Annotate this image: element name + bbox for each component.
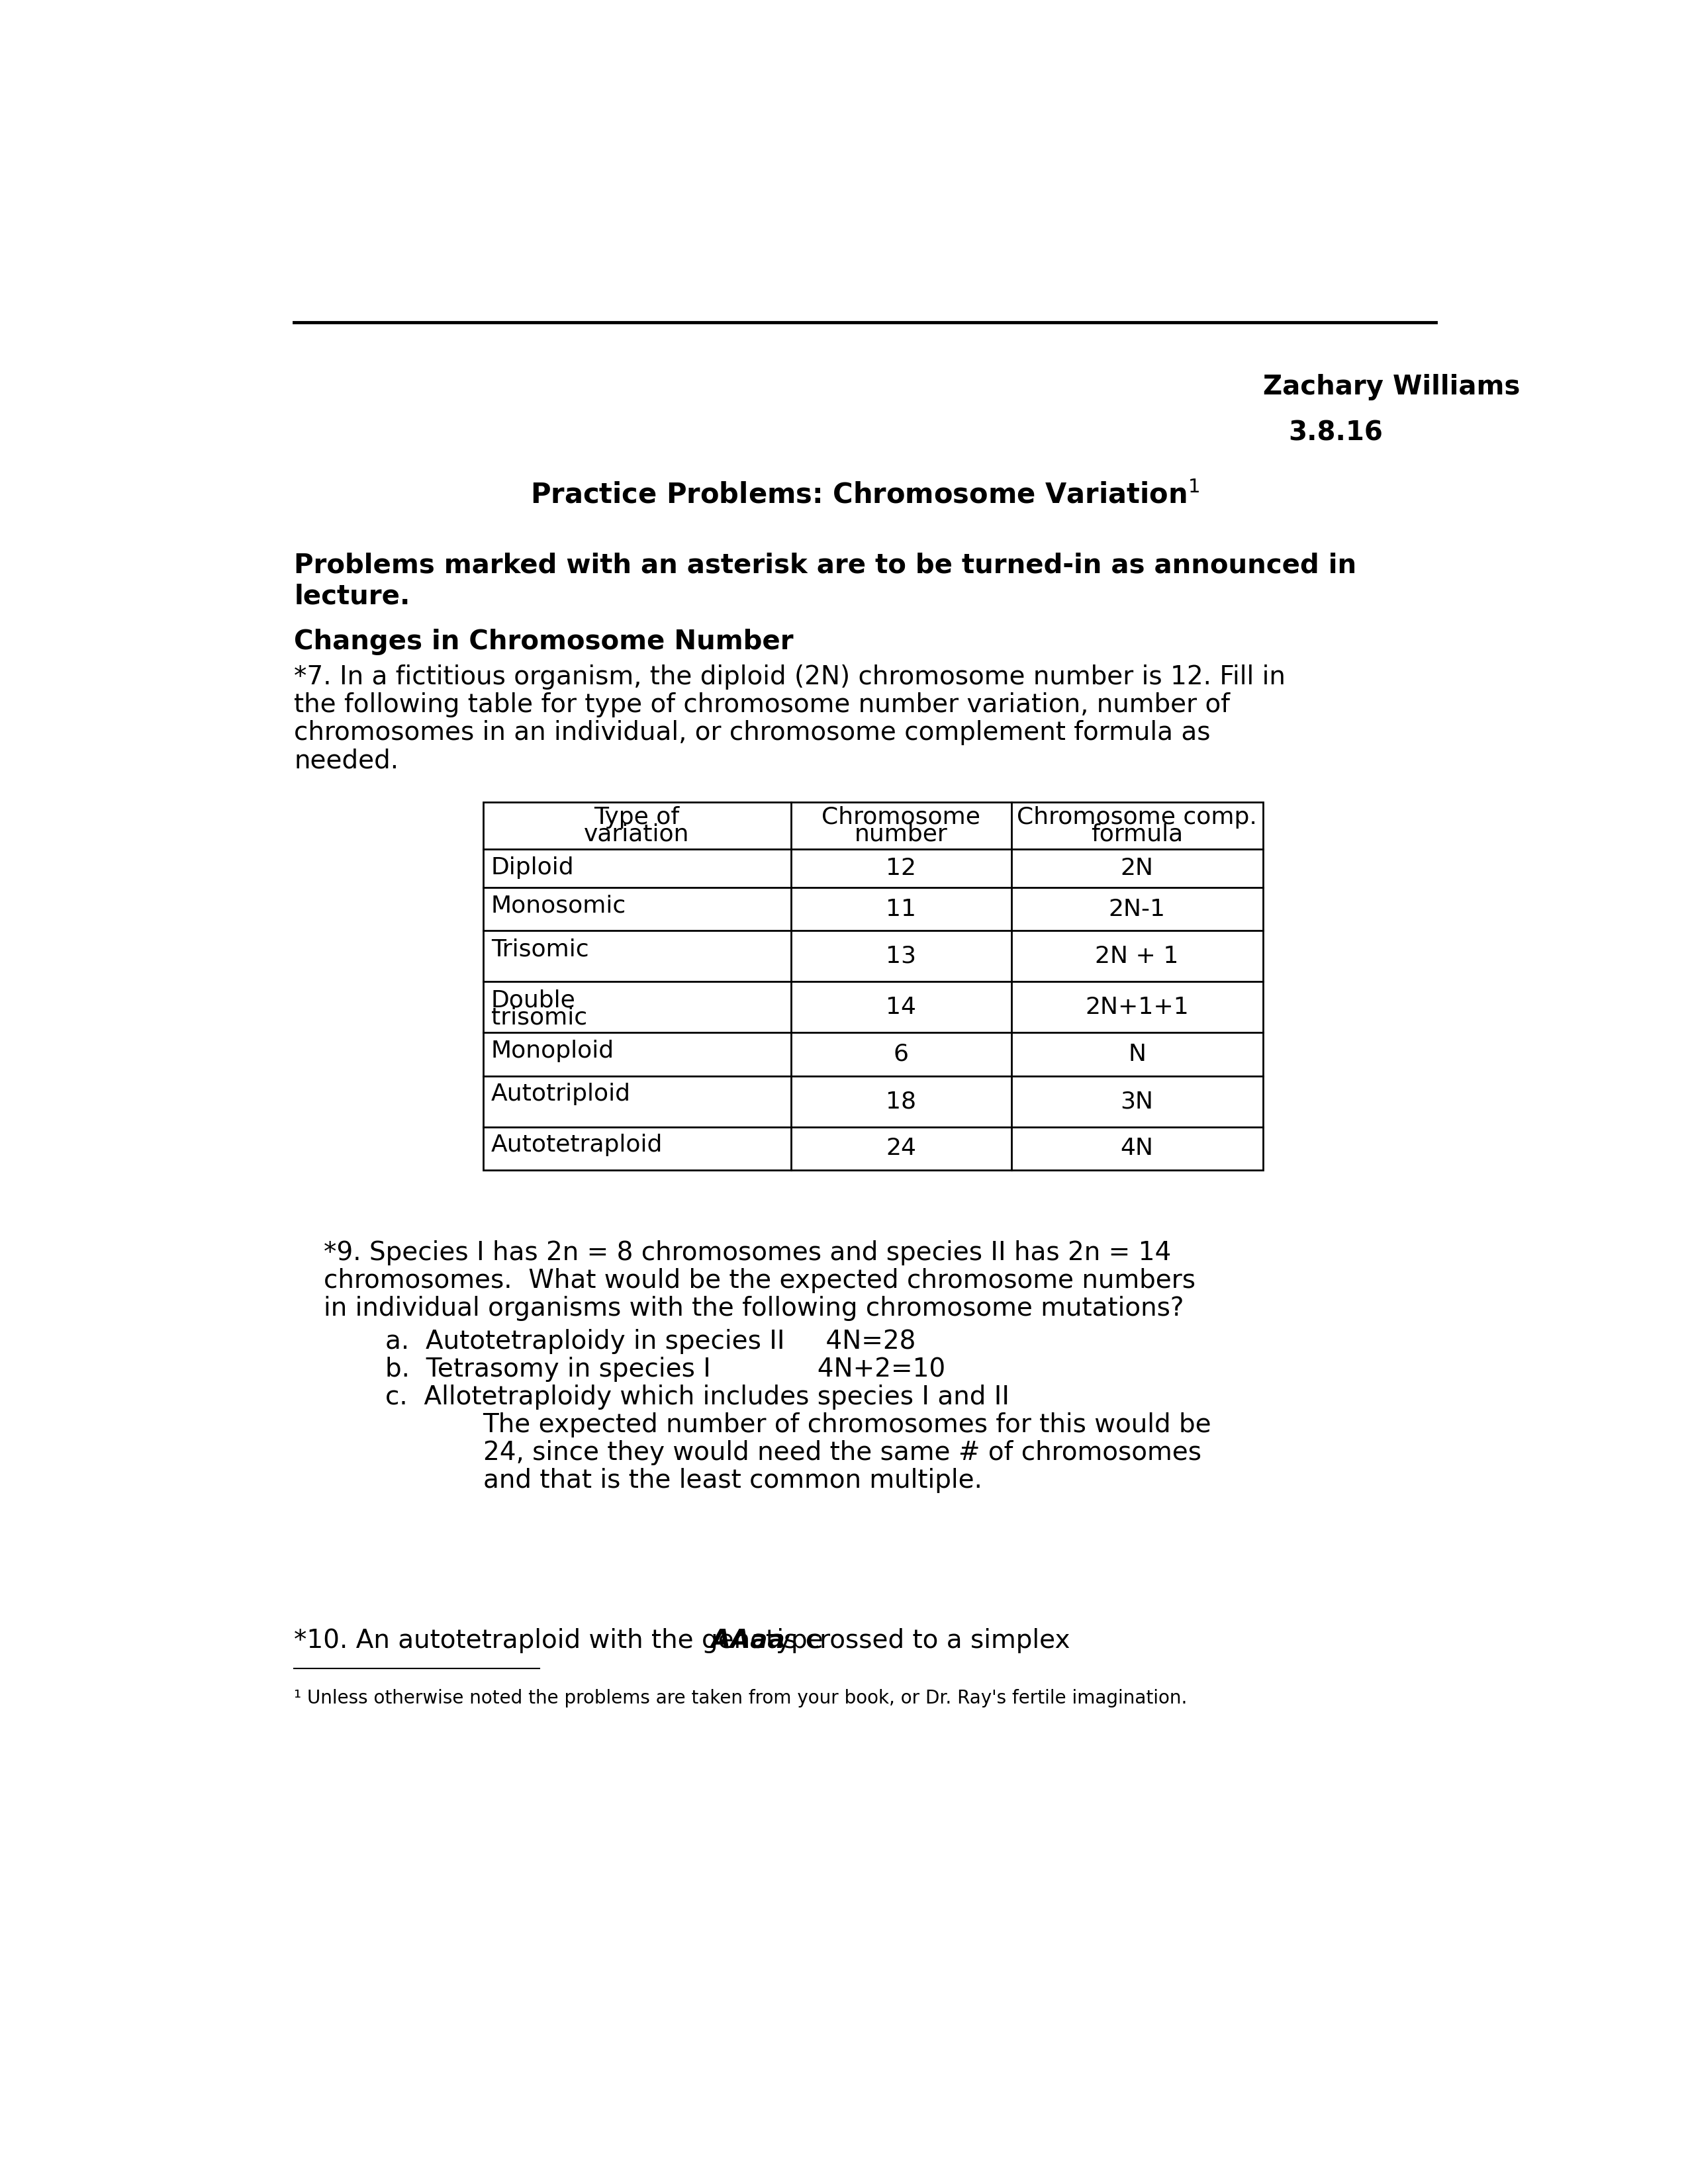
Text: 3N: 3N [1121,1090,1153,1112]
Text: Autotetraploid: Autotetraploid [491,1133,663,1158]
Text: N: N [1128,1044,1146,1066]
Text: 12: 12 [886,856,917,880]
Text: chromosomes in an individual, or chromosome complement formula as: chromosomes in an individual, or chromos… [294,721,1210,745]
Text: *9. Species I has 2n = 8 chromosomes and species II has 2n = 14: *9. Species I has 2n = 8 chromosomes and… [324,1241,1171,1267]
Text: AAaa: AAaa [711,1627,785,1653]
Text: 11: 11 [886,898,917,919]
Text: b.  Tetrasomy in species I             4N+2=10: b. Tetrasomy in species I 4N+2=10 [385,1356,945,1382]
Bar [483,802,1263,1171]
Text: needed.: needed. [294,749,398,773]
Text: Diploid: Diploid [491,856,574,878]
Text: 2N+1+1: 2N+1+1 [1085,996,1188,1018]
Text: the following table for type of chromosome number variation, number of: the following table for type of chromoso… [294,692,1231,719]
Text: number: number [854,823,947,845]
Text: Problems marked with an asterisk are to be turned-in as announced in: Problems marked with an asterisk are to … [294,553,1357,579]
Text: variation: variation [584,823,690,845]
Text: 4N: 4N [1121,1138,1153,1160]
Text: a.  Autotetraploidy in species II     4N=28: a. Autotetraploidy in species II 4N=28 [385,1330,917,1354]
Text: 18: 18 [886,1090,917,1112]
Text: Type of: Type of [594,806,680,828]
Text: 24, since they would need the same # of chromosomes: 24, since they would need the same # of … [483,1441,1202,1465]
Text: Double: Double [491,989,576,1011]
Text: 14: 14 [886,996,917,1018]
Text: 6: 6 [893,1044,908,1066]
Text: and that is the least common multiple.: and that is the least common multiple. [483,1468,982,1494]
Text: 24: 24 [886,1138,917,1160]
Text: Changes in Chromosome Number: Changes in Chromosome Number [294,629,793,655]
Text: 13: 13 [886,946,917,968]
Text: Monoploid: Monoploid [491,1040,614,1061]
Text: ¹ Unless otherwise noted the problems are taken from your book, or Dr. Ray's fer: ¹ Unless otherwise noted the problems ar… [294,1688,1187,1708]
Text: lecture.: lecture. [294,583,410,609]
Text: Zachary Williams: Zachary Williams [1263,373,1519,400]
Text: c.  Allotetraploidy which includes species I and II: c. Allotetraploidy which includes specie… [385,1385,1009,1411]
Text: Trisomic: Trisomic [491,937,589,961]
Text: 2N: 2N [1121,856,1153,880]
Text: is crossed to a simplex: is crossed to a simplex [768,1627,1070,1653]
Text: Chromosome comp.: Chromosome comp. [1016,806,1258,828]
Text: Practice Problems: Chromosome Variation$^1$: Practice Problems: Chromosome Variation$… [530,480,1200,509]
Text: in individual organisms with the following chromosome mutations?: in individual organisms with the followi… [324,1295,1183,1321]
Text: Monosomic: Monosomic [491,895,626,917]
Text: trisomic: trisomic [491,1007,587,1029]
Text: *7. In a fictitious organism, the diploid (2N) chromosome number is 12. Fill in: *7. In a fictitious organism, the diploi… [294,664,1286,690]
Text: 3.8.16: 3.8.16 [1288,419,1382,446]
Text: 2N-1: 2N-1 [1109,898,1165,919]
Text: Autotriploid: Autotriploid [491,1083,631,1105]
Text: Chromosome: Chromosome [822,806,981,828]
Text: formula: formula [1090,823,1183,845]
Text: The expected number of chromosomes for this would be: The expected number of chromosomes for t… [483,1413,1212,1437]
Text: *10. An autotetraploid with the genotype: *10. An autotetraploid with the genotype [294,1627,832,1653]
Text: 2N + 1: 2N + 1 [1096,946,1178,968]
Text: chromosomes.  What would be the expected chromosome numbers: chromosomes. What would be the expected … [324,1269,1195,1293]
